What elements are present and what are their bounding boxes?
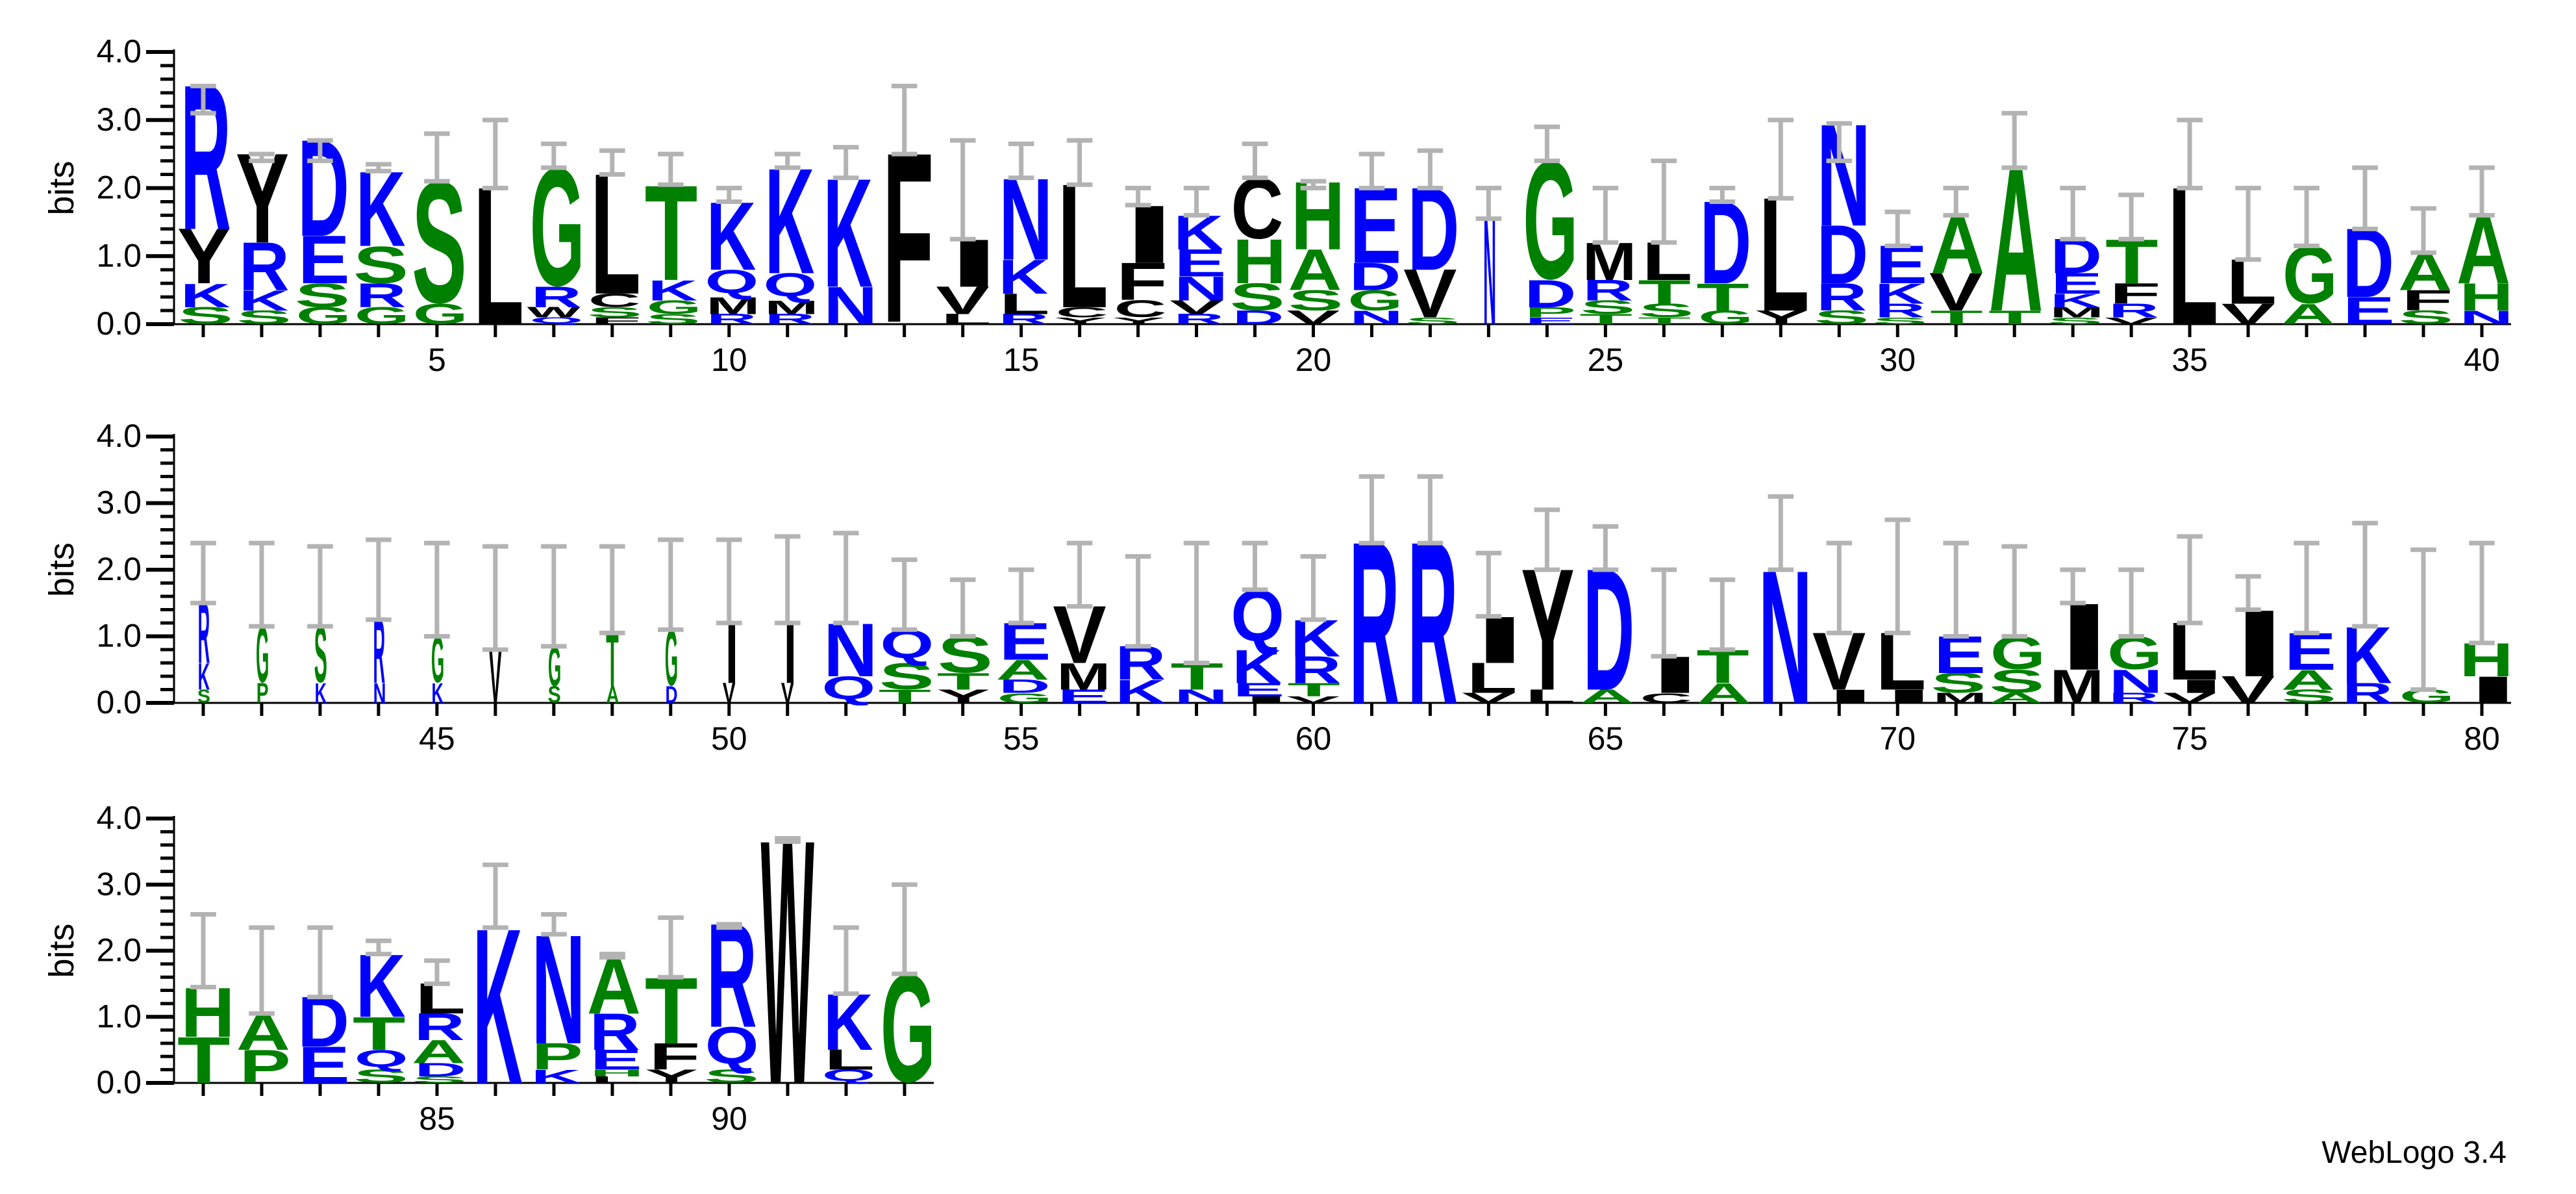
svg-text:R: R bbox=[181, 43, 231, 273]
svg-text:0.0: 0.0 bbox=[96, 1064, 142, 1100]
svg-text:D: D bbox=[1583, 533, 1635, 727]
svg-text:4.0: 4.0 bbox=[96, 33, 142, 70]
svg-text:H: H bbox=[181, 973, 235, 1052]
svg-text:I: I bbox=[2058, 584, 2111, 690]
svg-text:S: S bbox=[412, 146, 467, 339]
svg-text:G: G bbox=[2282, 229, 2338, 320]
svg-text:0.0: 0.0 bbox=[96, 684, 142, 720]
svg-text:I: I bbox=[1473, 603, 1527, 677]
svg-text:3.0: 3.0 bbox=[96, 101, 142, 138]
svg-text:2.0: 2.0 bbox=[96, 932, 142, 969]
svg-text:2.0: 2.0 bbox=[96, 170, 142, 206]
svg-text:bits: bits bbox=[42, 923, 81, 978]
svg-text:R: R bbox=[707, 892, 757, 1058]
svg-text:55: 55 bbox=[1003, 720, 1040, 757]
svg-text:L: L bbox=[590, 138, 641, 331]
svg-text:75: 75 bbox=[2171, 720, 2208, 757]
svg-text:L: L bbox=[1642, 231, 1693, 292]
svg-text:bits: bits bbox=[42, 160, 81, 215]
svg-text:D: D bbox=[2342, 209, 2394, 318]
svg-text:N: N bbox=[999, 155, 1053, 285]
svg-text:25: 25 bbox=[1588, 342, 1624, 378]
svg-text:30: 30 bbox=[1879, 342, 1916, 378]
svg-text:4.0: 4.0 bbox=[96, 800, 142, 836]
svg-text:D: D bbox=[1408, 163, 1460, 295]
svg-text:I: I bbox=[947, 225, 1001, 301]
svg-text:WebLogo 3.4: WebLogo 3.4 bbox=[2321, 1136, 2507, 1170]
svg-text:1.0: 1.0 bbox=[96, 618, 142, 654]
svg-text:70: 70 bbox=[1879, 720, 1916, 757]
svg-text:G: G bbox=[1523, 127, 1578, 314]
svg-text:2.0: 2.0 bbox=[96, 551, 142, 587]
svg-text:R: R bbox=[1349, 494, 1400, 752]
svg-text:L: L bbox=[2168, 146, 2218, 366]
svg-text:40: 40 bbox=[2464, 342, 2500, 378]
svg-text:15: 15 bbox=[1003, 342, 1040, 378]
svg-text:50: 50 bbox=[711, 720, 747, 757]
svg-text:85: 85 bbox=[419, 1100, 455, 1137]
svg-text:10: 10 bbox=[711, 342, 747, 378]
svg-text:45: 45 bbox=[419, 720, 455, 757]
svg-text:W: W bbox=[761, 767, 815, 1158]
svg-text:I: I bbox=[2232, 591, 2286, 696]
svg-text:1.0: 1.0 bbox=[96, 998, 142, 1034]
svg-text:4.0: 4.0 bbox=[96, 418, 142, 454]
svg-text:N: N bbox=[823, 607, 877, 692]
svg-text:G: G bbox=[881, 943, 936, 1115]
svg-text:I: I bbox=[1123, 188, 1176, 281]
svg-text:80: 80 bbox=[2464, 720, 2500, 757]
svg-text:L: L bbox=[2226, 246, 2277, 318]
svg-text:L: L bbox=[473, 146, 524, 366]
svg-text:L: L bbox=[1876, 615, 1927, 707]
svg-text:F: F bbox=[882, 103, 934, 374]
svg-text:E: E bbox=[2284, 622, 2336, 681]
svg-text:3.0: 3.0 bbox=[96, 485, 142, 521]
svg-text:L: L bbox=[1058, 147, 1108, 346]
svg-text:L: L bbox=[1759, 164, 1810, 346]
svg-text:L: L bbox=[2168, 605, 2218, 697]
svg-text:D: D bbox=[1700, 177, 1752, 309]
svg-text:E: E bbox=[1934, 625, 1986, 685]
svg-text:G: G bbox=[530, 134, 585, 321]
svg-text:D: D bbox=[297, 982, 349, 1062]
svg-text:E: E bbox=[1349, 164, 1401, 286]
svg-text:D: D bbox=[297, 111, 349, 265]
svg-text:bits: bits bbox=[42, 542, 81, 597]
svg-text:5: 5 bbox=[428, 342, 446, 378]
svg-text:N: N bbox=[532, 902, 586, 1076]
svg-text:Y: Y bbox=[236, 127, 289, 270]
svg-text:90: 90 bbox=[711, 1100, 747, 1137]
svg-text:3.0: 3.0 bbox=[96, 866, 142, 902]
svg-text:0.0: 0.0 bbox=[96, 305, 142, 342]
svg-text:H: H bbox=[1291, 162, 1345, 270]
svg-text:E: E bbox=[1875, 234, 1927, 295]
svg-text:N: N bbox=[1758, 532, 1812, 744]
svg-text:60: 60 bbox=[1295, 720, 1332, 757]
svg-text:N: N bbox=[1817, 94, 1871, 256]
svg-text:R: R bbox=[1116, 636, 1166, 691]
svg-text:E: E bbox=[999, 611, 1051, 671]
svg-text:20: 20 bbox=[1295, 342, 1332, 378]
svg-text:1.0: 1.0 bbox=[96, 237, 142, 273]
svg-text:R: R bbox=[1408, 494, 1458, 752]
